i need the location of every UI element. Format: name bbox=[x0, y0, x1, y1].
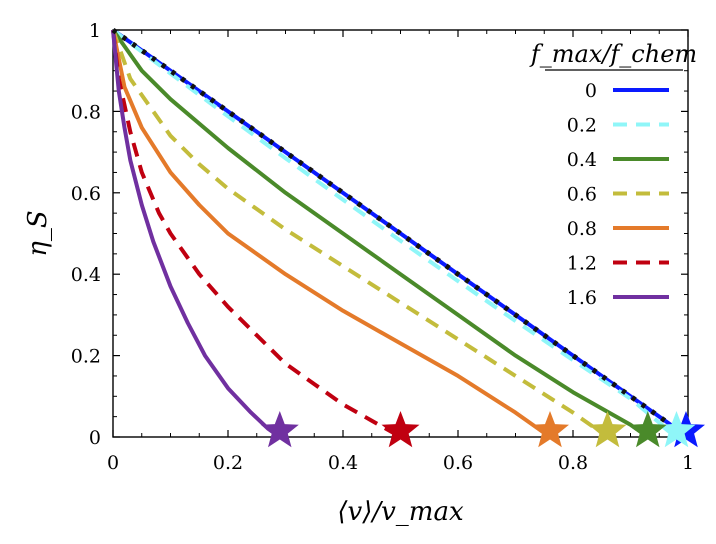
series-line-6 bbox=[111, 29, 402, 439]
x-tick-label: 0.8 bbox=[558, 452, 588, 474]
legend-title: f_max/f_chem bbox=[529, 40, 697, 68]
legend-label-2: 0.2 bbox=[567, 115, 597, 137]
x-tick-label: 0 bbox=[107, 452, 119, 474]
x-tick-label: 0.2 bbox=[213, 452, 243, 474]
y-tick-label: 0 bbox=[89, 427, 101, 449]
legend-label-1: 0 bbox=[585, 80, 597, 102]
series-layer bbox=[111, 28, 690, 439]
y-tick-label: 0.4 bbox=[71, 264, 101, 286]
legend-label-5: 0.8 bbox=[567, 218, 597, 240]
series-line-3 bbox=[111, 28, 649, 439]
legend-label-3: 0.4 bbox=[567, 149, 597, 171]
markers-layer bbox=[260, 411, 705, 448]
x-tick-label: 0.6 bbox=[443, 452, 473, 474]
legend-label-4: 0.6 bbox=[567, 184, 597, 206]
series-line-5 bbox=[111, 29, 552, 439]
series-endpoint-star-6 bbox=[381, 411, 420, 448]
x-tick-label: 1 bbox=[682, 452, 694, 474]
y-tick-label: 1 bbox=[89, 20, 101, 42]
series-line-2 bbox=[111, 28, 678, 439]
x-axis-label: ⟨v⟩/v_max bbox=[337, 497, 464, 527]
y-axis-label: η_S bbox=[23, 210, 53, 256]
y-tick-label: 0.8 bbox=[71, 101, 101, 123]
series-line-4 bbox=[111, 29, 609, 439]
series-endpoint-star-5 bbox=[531, 411, 569, 448]
tick-labels: 0 0.2 0.4 0.6 0.8 1 0 0.2 0.4 0.6 0.8 1 bbox=[71, 20, 694, 474]
series-endpoint-star-7 bbox=[260, 411, 299, 448]
series-endpoint-star-3 bbox=[628, 411, 667, 448]
legend: f_max/f_chem 0 0.2 0.4 0.6 0.8 1.2 1.6 bbox=[529, 40, 697, 309]
series-endpoint-star-4 bbox=[588, 411, 627, 448]
series-line-7 bbox=[111, 29, 281, 439]
series-line-1 bbox=[111, 28, 690, 439]
legend-label-6: 1.2 bbox=[567, 253, 597, 275]
y-tick-label: 0.2 bbox=[71, 346, 101, 368]
legend-label-7: 1.6 bbox=[567, 287, 597, 309]
y-tick-label: 0.6 bbox=[71, 183, 101, 205]
x-tick-label: 0.4 bbox=[328, 452, 358, 474]
series-endpoint-star-2 bbox=[657, 411, 696, 448]
